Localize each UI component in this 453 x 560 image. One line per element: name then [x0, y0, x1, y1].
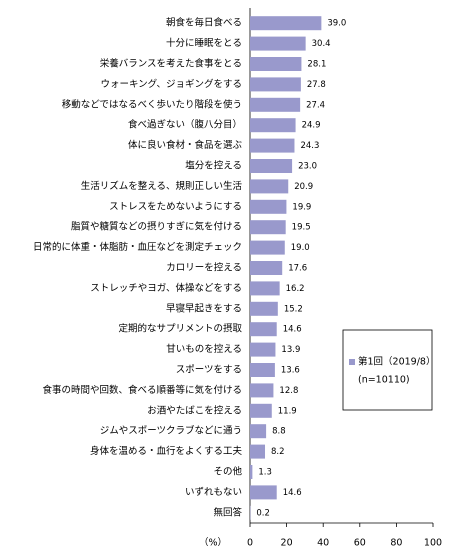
bar: [250, 77, 301, 92]
value-label: 16.2: [286, 284, 305, 294]
y-tick-label: 食事の時間や回数、食べる順番等に気を付ける: [42, 384, 242, 396]
bar: [250, 261, 283, 275]
bar: [250, 465, 253, 479]
legend-box: [342, 329, 433, 411]
y-tick-label: 栄養バランスを考えた食事をとる: [100, 58, 242, 70]
y-tick-label: ストレスをためないようにする: [109, 201, 242, 212]
x-tick-label: 60: [354, 538, 366, 549]
value-label: 8.8: [272, 427, 286, 437]
value-label: 1.3: [258, 468, 272, 478]
x-tick-label: 80: [390, 538, 402, 549]
value-label: 14.6: [283, 488, 302, 498]
y-tick-label: 塩分を控える: [185, 160, 242, 172]
bar: [250, 342, 276, 357]
bar: [250, 424, 267, 439]
x-tick-label: 20: [281, 538, 293, 549]
bar: [250, 363, 275, 377]
value-label: 27.4: [306, 100, 325, 110]
value-label: 20.9: [294, 182, 313, 192]
y-tick-label: 甘いものを控える: [166, 343, 242, 355]
bar: [250, 240, 285, 255]
value-label: 17.6: [288, 264, 307, 274]
value-label: 12.8: [279, 386, 298, 396]
y-tick-label: 十分に睡眠をとる: [166, 37, 242, 49]
bar: [250, 97, 301, 112]
legend-note: (n=10110): [358, 375, 410, 386]
legend-label: 第1回（2019/8）: [358, 356, 435, 368]
x-tick-label: 100: [424, 538, 442, 549]
x-axis-label: （%）: [199, 537, 227, 549]
bar: [250, 199, 287, 214]
bar: [250, 383, 274, 398]
y-tick-label: ジムやスポーツクラブなどに通う: [100, 425, 242, 437]
legend-swatch: [349, 359, 355, 365]
y-tick-label: その他: [213, 466, 242, 478]
y-tick-label: 日常的に体重・体脂肪・血圧などを測定チェック: [33, 241, 242, 253]
value-label: 19.0: [291, 243, 310, 253]
bar: [250, 179, 289, 194]
value-label: 30.4: [312, 39, 331, 49]
bar: [250, 403, 272, 418]
bar: [250, 322, 277, 337]
value-label: 14.6: [283, 325, 302, 335]
y-tick-label: 食べ過ぎない（腹八分目）: [128, 119, 242, 131]
y-tick-label: 移動などではなるべく歩いたり階段を使う: [62, 98, 242, 110]
y-tick-label: 脂質や糖質などの摂りすぎに気を付ける: [71, 221, 242, 233]
value-label: 24.9: [302, 121, 321, 131]
value-label: 13.6: [281, 366, 300, 376]
y-tick-label: 定期的なサプリメントの摂取: [118, 323, 242, 335]
value-label: 28.1: [307, 60, 326, 70]
y-tick-label: 無回答: [213, 506, 242, 518]
value-label: 11.9: [278, 406, 297, 416]
value-label: 0.2: [256, 508, 270, 518]
bar: [250, 485, 277, 500]
value-label: 15.2: [284, 304, 303, 314]
y-tick-label: ウォーキング、ジョギングをする: [100, 78, 242, 90]
bar: [250, 16, 322, 31]
value-label: 19.9: [292, 202, 311, 212]
value-label: 23.0: [298, 162, 317, 172]
y-tick-label: いずれもない: [185, 487, 242, 498]
y-tick-label: 早寝早起きをする: [166, 302, 242, 314]
bar: [250, 36, 306, 51]
x-tick-label: 40: [317, 538, 329, 549]
x-tick-label: 0: [247, 538, 253, 549]
bar: [250, 281, 280, 296]
bar: [250, 159, 293, 173]
y-tick-label: カロリーを控える: [166, 262, 242, 274]
y-tick-label: 身体を温める・血行をよくする工夫: [90, 445, 243, 457]
y-tick-label: ストレッチやヨガ、体操などをする: [90, 282, 242, 294]
value-label: 39.0: [327, 19, 346, 29]
bar: [250, 301, 278, 316]
value-label: 8.2: [271, 447, 285, 457]
value-label: 13.9: [281, 345, 300, 355]
y-tick-label: 体に良い食材・食品を選ぶ: [128, 139, 243, 151]
y-tick-label: 朝食を毎日食べる: [166, 17, 242, 29]
value-label: 19.5: [292, 223, 311, 233]
bar: [250, 118, 296, 133]
bar: [250, 444, 266, 459]
bar: [250, 220, 286, 235]
bar: [250, 138, 295, 153]
value-label: 27.8: [307, 80, 326, 90]
bar: [250, 57, 302, 71]
value-label: 24.3: [300, 141, 319, 151]
y-tick-label: スポーツをする: [176, 365, 242, 376]
y-tick-label: お酒やたばこを控える: [147, 404, 242, 416]
y-tick-label: 生活リズムを整える、規則正しい生活: [81, 180, 243, 192]
